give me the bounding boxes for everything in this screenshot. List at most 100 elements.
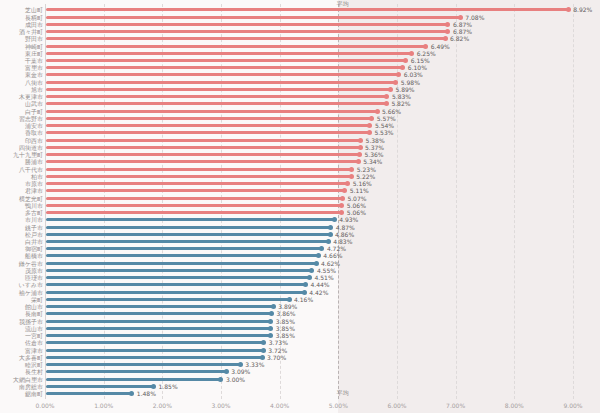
bar[interactable] <box>46 45 426 48</box>
bar-end-dot[interactable] <box>409 51 414 56</box>
bar-end-dot[interactable] <box>268 326 273 331</box>
bar[interactable] <box>46 81 396 84</box>
bar[interactable] <box>46 153 359 156</box>
bar[interactable] <box>46 52 412 55</box>
bar-end-dot[interactable] <box>358 138 363 143</box>
bar-end-dot[interactable] <box>326 239 331 244</box>
bar-end-dot[interactable] <box>316 253 321 258</box>
bar[interactable] <box>46 88 391 91</box>
bar-end-dot[interactable] <box>309 268 314 273</box>
bar-end-dot[interactable] <box>307 275 312 280</box>
bar[interactable] <box>46 160 358 163</box>
bar[interactable] <box>46 378 221 381</box>
bar[interactable] <box>46 283 305 286</box>
bar[interactable] <box>46 59 406 62</box>
bar[interactable] <box>46 233 330 236</box>
bar-end-dot[interactable] <box>349 174 354 179</box>
bar[interactable] <box>46 349 263 352</box>
bar[interactable] <box>46 262 316 265</box>
bar[interactable] <box>46 102 386 105</box>
bar[interactable] <box>46 204 342 207</box>
bar-end-dot[interactable] <box>458 15 463 20</box>
bar[interactable] <box>46 218 334 221</box>
bar-end-dot[interactable] <box>129 391 134 396</box>
bar[interactable] <box>46 341 264 344</box>
bar[interactable] <box>46 139 361 142</box>
bar[interactable] <box>46 197 342 200</box>
bar-end-dot[interactable] <box>443 36 448 41</box>
bar-end-dot[interactable] <box>328 225 333 230</box>
bar-end-dot[interactable] <box>261 340 266 345</box>
bar-end-dot[interactable] <box>151 384 156 389</box>
bar-end-dot[interactable] <box>302 290 307 295</box>
category-label: 山武市 <box>1 100 43 107</box>
bar-end-dot[interactable] <box>224 369 229 374</box>
bar-end-dot[interactable] <box>261 348 266 353</box>
bar[interactable] <box>46 226 331 229</box>
bar[interactable] <box>46 385 154 388</box>
bar[interactable] <box>46 327 271 330</box>
bar-end-dot[interactable] <box>269 311 274 316</box>
bar-end-dot[interactable] <box>271 304 276 309</box>
value-label: 5.57% <box>377 115 396 122</box>
bar-end-dot[interactable] <box>287 297 292 302</box>
gridline <box>221 4 222 399</box>
lollipop-chart: 平均 平均 芝山町8.92%長柄町7.08%成田市6.87%酒々井町6.87%野… <box>0 0 600 413</box>
bar[interactable] <box>46 131 369 134</box>
bar[interactable] <box>46 95 387 98</box>
bar[interactable] <box>46 117 372 120</box>
category-label: 芝山町 <box>1 6 43 13</box>
bar[interactable] <box>46 16 460 19</box>
bar[interactable] <box>46 276 310 279</box>
bar[interactable] <box>46 240 328 243</box>
category-label: 印西市 <box>1 137 43 144</box>
bar[interactable] <box>46 254 318 257</box>
bar-end-dot[interactable] <box>328 232 333 237</box>
bar[interactable] <box>46 66 403 69</box>
bar[interactable] <box>46 168 352 171</box>
bar-end-dot[interactable] <box>388 87 393 92</box>
bar-end-dot[interactable] <box>260 355 265 360</box>
bar[interactable] <box>46 23 448 26</box>
bar[interactable] <box>46 124 370 127</box>
bar-end-dot[interactable] <box>314 261 319 266</box>
bar-end-dot[interactable] <box>358 145 363 150</box>
bar[interactable] <box>46 312 271 315</box>
bar-end-dot[interactable] <box>357 152 362 157</box>
bar[interactable] <box>46 73 399 76</box>
bar[interactable] <box>46 175 351 178</box>
bar-end-dot[interactable] <box>393 80 398 85</box>
bar[interactable] <box>46 392 132 395</box>
bar-end-dot[interactable] <box>332 217 337 222</box>
bar[interactable] <box>46 305 273 308</box>
bar[interactable] <box>46 37 445 40</box>
value-label: 6.10% <box>408 64 427 71</box>
bar-end-dot[interactable] <box>349 167 354 172</box>
bar[interactable] <box>46 269 312 272</box>
bar[interactable] <box>46 247 322 250</box>
bar[interactable] <box>46 334 271 337</box>
bar[interactable] <box>46 110 377 113</box>
bar[interactable] <box>46 211 342 214</box>
bar[interactable] <box>46 146 360 149</box>
bar-end-dot[interactable] <box>303 282 308 287</box>
bar-end-dot[interactable] <box>238 362 243 367</box>
bar[interactable] <box>46 320 271 323</box>
bar[interactable] <box>46 30 448 33</box>
bar-end-dot[interactable] <box>423 44 428 49</box>
bar[interactable] <box>46 356 262 359</box>
bar-end-dot[interactable] <box>218 377 223 382</box>
bar[interactable] <box>46 291 304 294</box>
bar-end-dot[interactable] <box>340 196 345 201</box>
average-label-bottom: 平均 <box>328 389 358 396</box>
bar-end-dot[interactable] <box>268 333 273 338</box>
bar[interactable] <box>46 182 348 185</box>
bar[interactable] <box>46 363 240 366</box>
bar-end-dot[interactable] <box>268 319 273 324</box>
bar[interactable] <box>46 189 345 192</box>
bar-end-dot[interactable] <box>375 109 380 114</box>
bar[interactable] <box>46 8 568 11</box>
bar[interactable] <box>46 370 226 373</box>
bar[interactable] <box>46 298 289 301</box>
bar-end-dot[interactable] <box>319 246 324 251</box>
